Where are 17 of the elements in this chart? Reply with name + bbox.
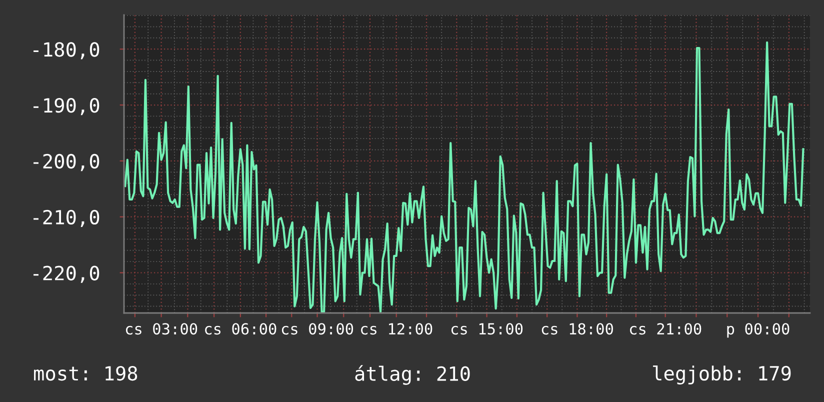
x-tick-label: cs 03:00	[126, 323, 198, 335]
x-tick-label: cs 15:00	[451, 323, 523, 335]
y-tick-label: -220,0	[34, 266, 100, 283]
x-tick-label: cs 06:00	[205, 323, 276, 335]
y-tick-label: -190,0	[34, 98, 100, 116]
x-tick-label: cs 21:00	[630, 323, 702, 335]
text: most: 198	[34, 366, 138, 381]
y-tick-label: -180,0	[34, 42, 100, 60]
line-series	[124, 41, 804, 313]
y-tick-label: -200,0	[34, 154, 100, 172]
x-tick-label: cs 18:00	[542, 323, 613, 335]
x-tick-label: cs 09:00	[282, 323, 354, 335]
text: legjobb: 179	[653, 365, 791, 385]
y-tick-label: -210,0	[34, 210, 100, 227]
x-tick-label: p 00:00	[727, 323, 790, 338]
x-tick-label: cs 12:00	[361, 323, 432, 335]
text: átlag: 210	[355, 365, 470, 385]
